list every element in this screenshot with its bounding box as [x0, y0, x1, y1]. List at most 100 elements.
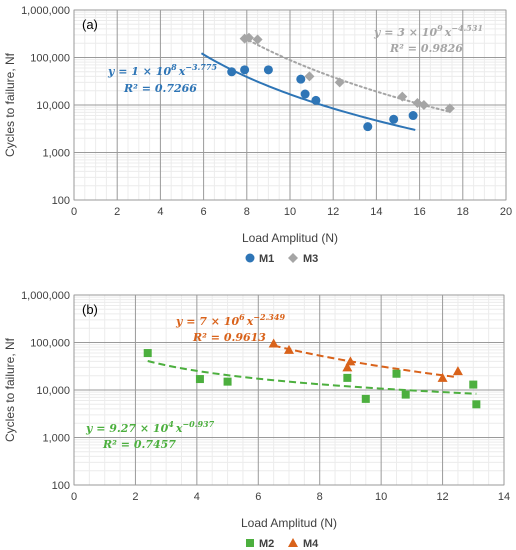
trend-eq-m3-exponent: −4.531: [451, 23, 483, 33]
point-m2: [392, 369, 401, 378]
x-tick-label: 6: [201, 206, 207, 218]
y-tick-label: 100,000: [30, 338, 70, 350]
legend-label-m1: M1: [259, 253, 274, 265]
x-tick-label: 2: [114, 206, 120, 218]
y-axis-title: Cycles to failure, Nf: [3, 337, 17, 442]
trend-eq-m1-y: y = 1 × 10: [107, 65, 171, 78]
data-points: [227, 32, 455, 132]
trend-eq-m1-coef-exponent: 8: [171, 62, 177, 72]
point-m2: [223, 377, 232, 386]
point-m1: [263, 65, 273, 75]
point-m2: [195, 375, 204, 384]
point-m1: [389, 114, 399, 124]
x-tick-label: 20: [500, 206, 512, 218]
point-m1: [240, 65, 250, 75]
point-m2: [143, 349, 152, 358]
trend-eq-m2-coef-exponent: 4: [168, 419, 174, 429]
x-tick-label: 12: [436, 491, 448, 503]
trend-equation-m2: y = 9.27 × 104 x−0.937: [85, 419, 215, 435]
y-tick-label: 1,000,000: [21, 5, 70, 17]
x-tick-label: 4: [194, 491, 200, 503]
legend: M1 M3: [245, 253, 318, 265]
trend-equation-m3: y = 3 × 109 x−4.531: [373, 23, 483, 39]
x-tick-label: 8: [317, 491, 323, 503]
panel-label: (b): [82, 302, 98, 317]
trendline-m1: [200, 52, 416, 131]
trend-eq-m1-exponent: −3.775: [185, 62, 217, 72]
x-tick-label: 12: [327, 206, 339, 218]
trend-equation-m4: y = 7 × 106 x−2.349: [175, 312, 285, 328]
x-tick-label: 2: [132, 491, 138, 503]
legend-label-m2: M2: [259, 538, 274, 550]
point-m1: [296, 74, 306, 84]
point-m3: [243, 32, 254, 43]
y-tick-label: 100,000: [30, 53, 70, 65]
point-m4: [452, 366, 463, 376]
trend-eq-m1-x: x: [178, 65, 186, 78]
legend: M2 M4: [246, 538, 319, 550]
trend-equation-m1: y = 1 × 108 x−3.775: [107, 62, 217, 78]
trendlines: [147, 344, 477, 395]
point-m1: [408, 111, 418, 121]
x-tick-label: 6: [255, 491, 261, 503]
y-tick-label: 1,000,000: [21, 290, 70, 302]
point-m1: [300, 89, 310, 99]
legend-marker-m2: [246, 539, 254, 547]
trend-r2-m2: R² = 0.7457: [102, 438, 176, 451]
point-m4: [284, 344, 294, 354]
point-m3: [252, 34, 263, 45]
trend-r2-m3: R² = 0.9826: [389, 42, 463, 55]
trend-eq-m2-y: y = 9.27 × 10: [85, 422, 169, 435]
legend-label-m4: M4: [303, 538, 319, 550]
panel-a-chart: 0 2 4 6 8 10 12 14 16 18 20 100 1,000 10,000 100,000 1…: [3, 5, 512, 265]
trend-eq-m3-x: x: [444, 26, 452, 39]
y-tick-label: 1,000: [42, 148, 70, 160]
x-tick-label: 0: [71, 206, 77, 218]
y-tick-label: 10,000: [36, 100, 70, 112]
point-m2: [343, 373, 352, 382]
x-tick-label: 8: [244, 206, 250, 218]
y-tick-label: 100: [52, 480, 70, 492]
trend-r2-m4: R² = 0.9613: [192, 331, 266, 344]
point-m4: [268, 338, 279, 348]
trend-eq-m4-exponent: −2.349: [253, 312, 285, 322]
x-tick-label: 14: [370, 206, 382, 218]
x-axis-title: Load Amplitud (N): [242, 231, 338, 245]
y-tick-label: 100: [52, 195, 70, 207]
trend-eq-m3-y: y = 3 × 10: [373, 26, 437, 39]
x-tick-label: 16: [413, 206, 425, 218]
trend-eq-m4-x: x: [246, 315, 254, 328]
x-tick-label: 4: [157, 206, 163, 218]
trendline-m3: [243, 37, 451, 113]
trendline-m4: [273, 344, 459, 379]
point-m2: [401, 390, 410, 399]
point-m2: [472, 400, 481, 409]
x-axis-title: Load Amplitud (N): [241, 516, 337, 530]
x-tick-label: 18: [457, 206, 469, 218]
trend-eq-m2-x: x: [175, 422, 183, 435]
point-m3: [397, 91, 408, 102]
point-m2: [361, 394, 370, 403]
x-axis-ticks: 0 2 4 6 8 10 12 14 16 18 20: [71, 206, 512, 218]
trend-eq-m4-y: y = 7 × 10: [175, 315, 239, 328]
x-tick-label: 10: [284, 206, 296, 218]
x-tick-label: 0: [71, 491, 77, 503]
point-m1: [311, 95, 321, 105]
point-m3: [444, 103, 455, 114]
x-tick-label: 10: [375, 491, 387, 503]
point-m4: [345, 356, 356, 366]
x-tick-label: 14: [498, 491, 510, 503]
legend-label-m3: M3: [303, 253, 318, 265]
point-m3: [418, 100, 429, 110]
trend-eq-m3-coef-exponent: 9: [437, 23, 443, 33]
y-axis-ticks: 100 1,000 10,000 100,000 1,000,000: [21, 290, 70, 492]
trend-eq-m2-exponent: −0.937: [182, 419, 214, 429]
point-m3: [334, 77, 345, 88]
panel-label: (a): [82, 17, 98, 32]
y-axis-title: Cycles to failure, Nf: [3, 52, 17, 157]
legend-marker-m1: [245, 253, 255, 263]
gridlines: [73, 9, 507, 201]
point-m4: [342, 362, 353, 372]
point-m4: [437, 372, 448, 382]
